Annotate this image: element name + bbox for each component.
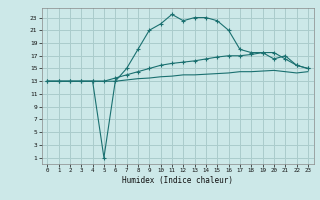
X-axis label: Humidex (Indice chaleur): Humidex (Indice chaleur)	[122, 176, 233, 185]
